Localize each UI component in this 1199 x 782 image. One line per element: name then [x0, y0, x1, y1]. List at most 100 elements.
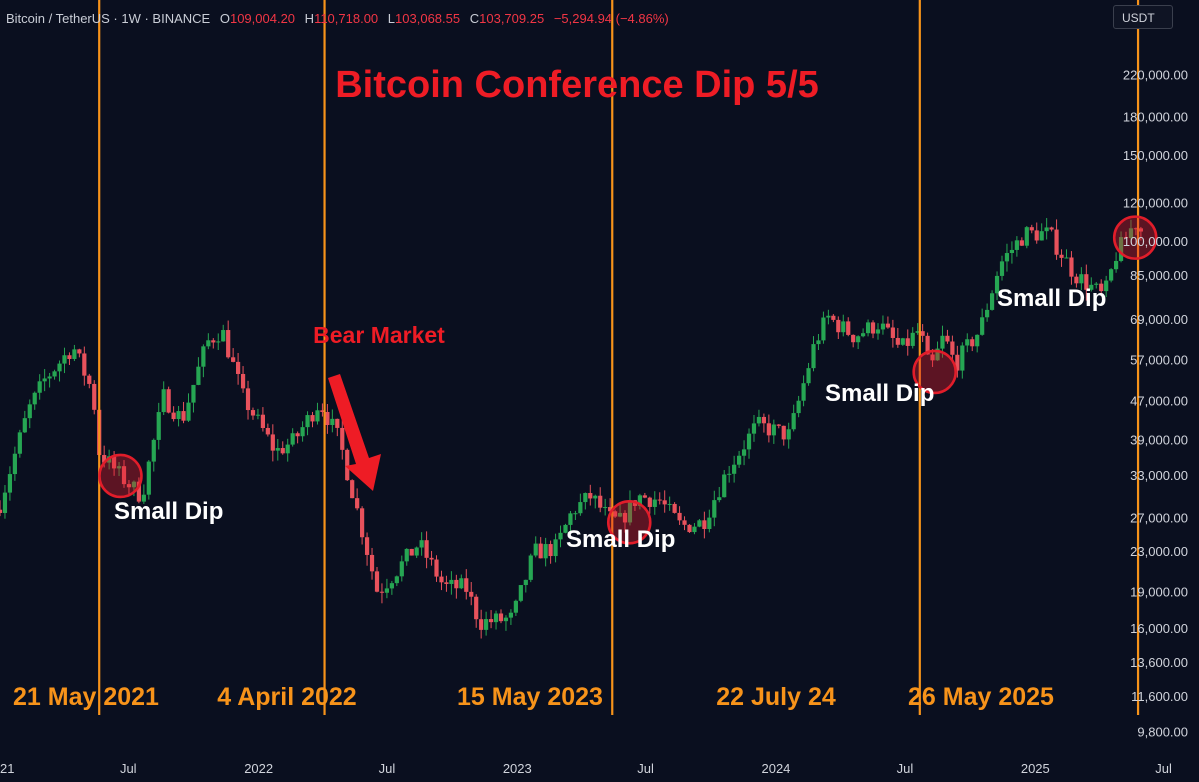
- candle: [538, 537, 543, 559]
- candle: [727, 465, 732, 483]
- candle-body: [474, 596, 479, 620]
- candle-body: [925, 335, 930, 355]
- time-tick-label: Jul: [120, 761, 137, 776]
- time-tick-label: Jul: [637, 761, 654, 776]
- candle-body: [985, 309, 990, 318]
- candle: [1034, 222, 1039, 244]
- candle: [355, 488, 360, 511]
- candle-body: [523, 579, 528, 586]
- candle-body: [722, 474, 727, 498]
- candle: [861, 328, 866, 338]
- candle: [72, 344, 77, 362]
- candle-body: [1039, 231, 1044, 241]
- candle: [1109, 268, 1114, 283]
- candle: [503, 615, 509, 631]
- candle-body: [1118, 237, 1124, 261]
- candle: [836, 316, 841, 340]
- candle: [226, 320, 231, 359]
- candle: [399, 555, 404, 582]
- candle-body: [498, 613, 504, 622]
- candle-body: [781, 425, 786, 440]
- candle-body: [17, 432, 22, 454]
- candle: [1059, 249, 1064, 267]
- price-tick-label: 180,000.00: [1123, 110, 1188, 125]
- candle: [0, 500, 3, 517]
- candle-body: [161, 389, 166, 413]
- candle: [578, 493, 583, 516]
- candle: [851, 334, 856, 348]
- candle-body: [116, 466, 122, 469]
- candle: [841, 314, 846, 337]
- candle: [920, 324, 925, 343]
- candle: [1024, 225, 1029, 249]
- candle: [885, 316, 891, 329]
- candle-body: [930, 354, 935, 361]
- candle: [786, 422, 791, 449]
- candle-body: [608, 507, 613, 512]
- candle: [821, 311, 826, 344]
- candle: [87, 373, 92, 389]
- candle: [950, 335, 955, 360]
- candle-body: [533, 543, 538, 556]
- candle-body: [419, 540, 424, 548]
- candle: [1084, 264, 1089, 301]
- dip-label: Small Dip: [566, 526, 675, 553]
- candle: [1004, 243, 1010, 272]
- candle-body: [1054, 229, 1059, 255]
- candle: [419, 532, 424, 556]
- time-tick-label: 2022: [244, 761, 273, 776]
- candle-body: [816, 340, 821, 345]
- candle-body: [429, 557, 434, 560]
- candle-body: [1089, 284, 1094, 290]
- candle-body: [52, 371, 57, 377]
- candle: [27, 399, 32, 429]
- candle-body: [1004, 253, 1010, 262]
- dip-label: Small Dip: [825, 380, 934, 407]
- candle: [255, 408, 261, 420]
- candle: [806, 362, 811, 386]
- price-tick-label: 13,600.00: [1130, 655, 1188, 670]
- candle-body: [865, 322, 871, 334]
- candle-body: [424, 540, 429, 558]
- candle: [722, 470, 727, 498]
- price-tick-label: 120,000.00: [1123, 195, 1188, 210]
- candle-body: [880, 323, 886, 330]
- candle: [736, 450, 742, 468]
- candle-body: [786, 429, 791, 440]
- candle-body: [870, 322, 876, 334]
- candle-body: [12, 453, 17, 475]
- candle: [856, 335, 861, 350]
- candle: [622, 510, 628, 533]
- currency-button[interactable]: USDT: [1113, 5, 1173, 29]
- candle-body: [121, 466, 127, 485]
- candle: [1029, 224, 1034, 234]
- dip-circle: [98, 453, 143, 499]
- candle: [42, 369, 47, 392]
- candle: [598, 487, 603, 513]
- candle-body: [826, 315, 831, 318]
- candle: [543, 537, 548, 567]
- candle: [756, 409, 762, 427]
- price-tick-label: 57,000.00: [1130, 353, 1188, 368]
- candle: [702, 511, 707, 539]
- candle-body: [751, 423, 757, 434]
- candle-body: [275, 448, 280, 451]
- candle: [92, 380, 97, 415]
- candle-body: [856, 336, 861, 343]
- candle-body: [736, 455, 742, 465]
- candle-body: [761, 416, 767, 424]
- candle-body: [1009, 249, 1015, 254]
- candle-body: [57, 363, 62, 372]
- candle-body: [364, 537, 370, 555]
- candle: [404, 548, 409, 566]
- dip-circle: [912, 349, 957, 395]
- candle: [82, 346, 87, 386]
- candle-body: [851, 334, 856, 343]
- candle-body: [697, 520, 702, 527]
- candle: [414, 546, 419, 559]
- candle: [900, 337, 905, 346]
- candle-body: [821, 317, 826, 341]
- candle-body: [82, 353, 87, 376]
- candle: [37, 374, 42, 400]
